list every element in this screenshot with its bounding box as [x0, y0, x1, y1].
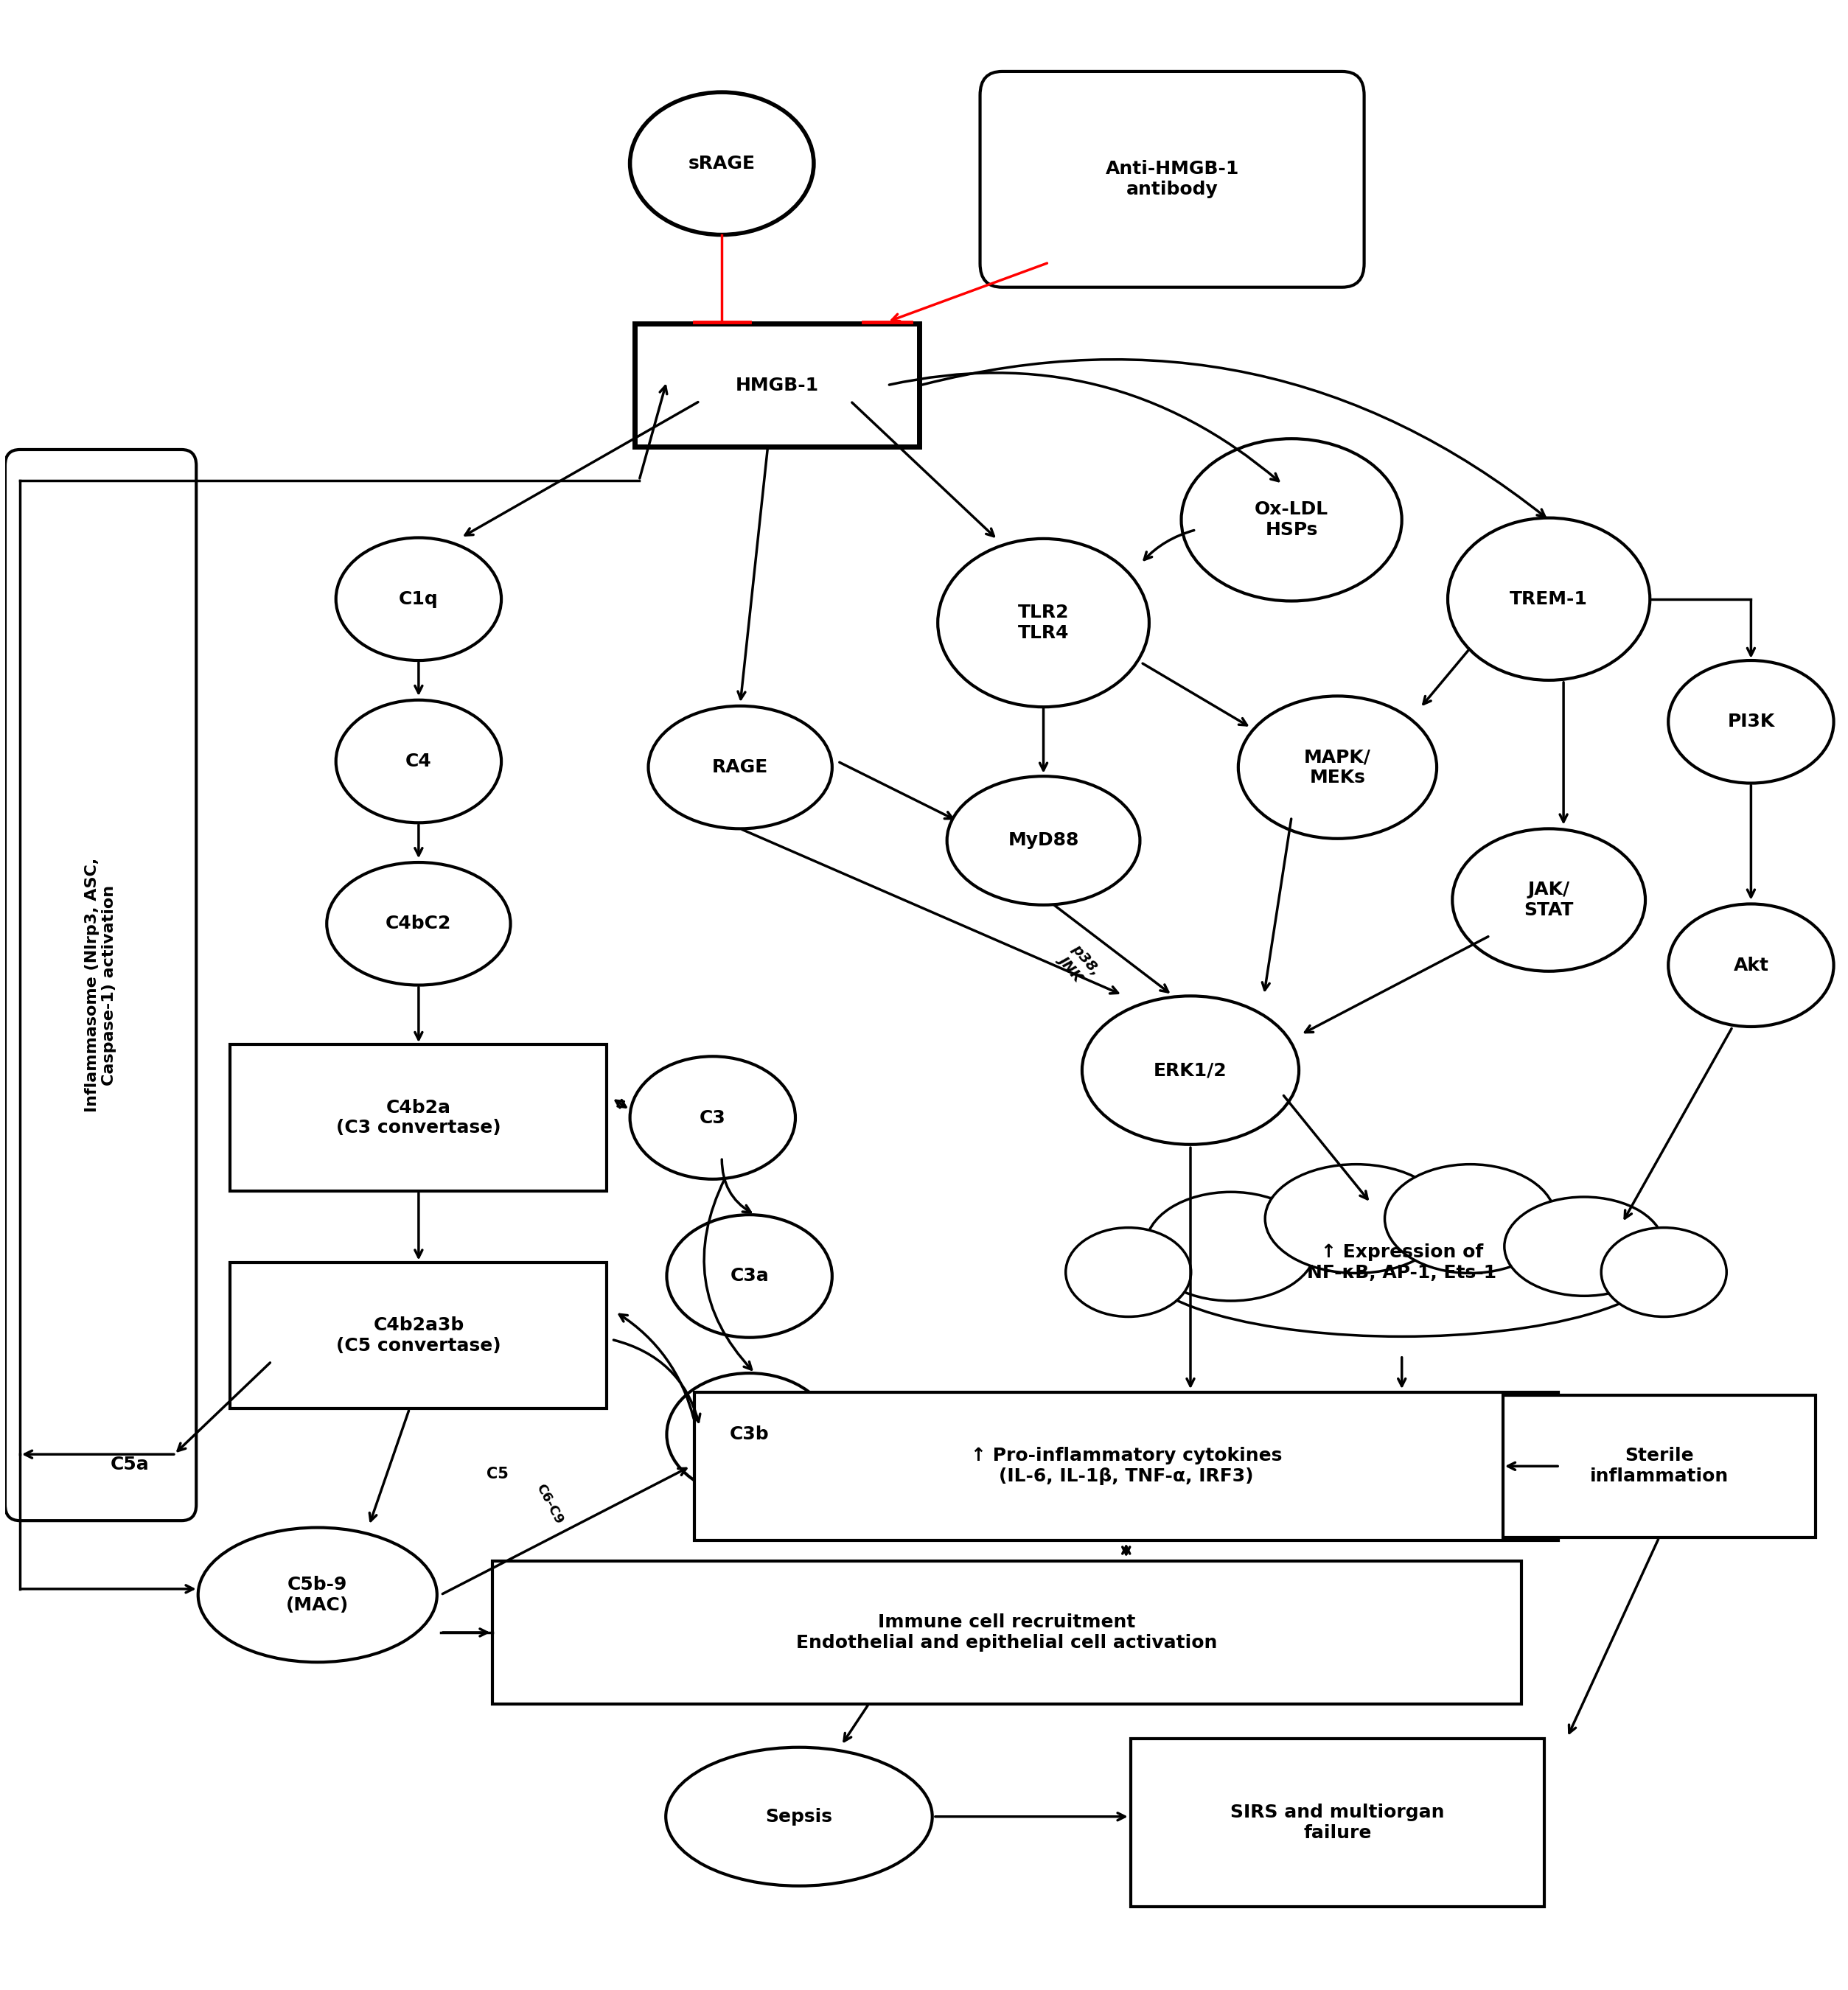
FancyBboxPatch shape: [231, 1262, 606, 1409]
Text: TLR2
TLR4: TLR2 TLR4: [1018, 603, 1070, 643]
Ellipse shape: [1140, 1188, 1663, 1337]
Text: C4b2a
(C3 convertase): C4b2a (C3 convertase): [336, 1098, 501, 1136]
Ellipse shape: [1453, 828, 1645, 971]
Text: sRAGE: sRAGE: [687, 155, 756, 173]
Ellipse shape: [336, 700, 501, 822]
Ellipse shape: [198, 1528, 436, 1662]
Text: Immune cell recruitment
Endothelial and epithelial cell activation: Immune cell recruitment Endothelial and …: [796, 1614, 1218, 1652]
Ellipse shape: [665, 1747, 931, 1887]
Text: Sepsis: Sepsis: [765, 1807, 833, 1825]
Text: C6-C9: C6-C9: [532, 1481, 565, 1526]
Ellipse shape: [667, 1214, 832, 1337]
Text: JAK/
STAT: JAK/ STAT: [1525, 882, 1574, 919]
Ellipse shape: [1238, 696, 1436, 838]
Ellipse shape: [1669, 661, 1833, 784]
Text: ↑ Pro-inflammatory cytokines
(IL-6, IL-1β, TNF-α, IRF3): ↑ Pro-inflammatory cytokines (IL-6, IL-1…: [970, 1447, 1283, 1485]
Ellipse shape: [937, 539, 1149, 706]
Text: C4: C4: [405, 752, 432, 770]
Text: C5a: C5a: [111, 1455, 150, 1473]
Ellipse shape: [667, 1373, 832, 1496]
Text: RAGE: RAGE: [711, 758, 769, 776]
Ellipse shape: [630, 1057, 795, 1180]
Text: SIRS and multiorgan
failure: SIRS and multiorgan failure: [1231, 1803, 1445, 1841]
FancyBboxPatch shape: [1131, 1739, 1545, 1906]
Text: Ox-LDL
HSPs: Ox-LDL HSPs: [1255, 501, 1329, 539]
Text: C3b: C3b: [730, 1425, 769, 1443]
Text: Anti-HMGB-1
antibody: Anti-HMGB-1 antibody: [1105, 161, 1238, 199]
Text: C5b-9
(MAC): C5b-9 (MAC): [286, 1576, 349, 1614]
Ellipse shape: [649, 706, 832, 828]
Text: C1q: C1q: [399, 591, 438, 607]
Text: MyD88: MyD88: [1007, 832, 1079, 850]
Text: C5: C5: [486, 1467, 508, 1481]
FancyBboxPatch shape: [492, 1562, 1521, 1703]
FancyBboxPatch shape: [979, 72, 1364, 287]
FancyBboxPatch shape: [1502, 1395, 1815, 1538]
Ellipse shape: [1600, 1228, 1726, 1317]
Text: TREM-1: TREM-1: [1510, 591, 1587, 607]
Ellipse shape: [1669, 903, 1833, 1027]
Text: MAPK/
MEKs: MAPK/ MEKs: [1305, 748, 1371, 786]
Ellipse shape: [1266, 1164, 1447, 1274]
Ellipse shape: [336, 537, 501, 661]
FancyBboxPatch shape: [231, 1045, 606, 1190]
Ellipse shape: [1066, 1228, 1190, 1317]
Ellipse shape: [946, 776, 1140, 905]
FancyBboxPatch shape: [634, 324, 920, 446]
Ellipse shape: [630, 92, 813, 235]
Text: PI3K: PI3K: [1728, 712, 1774, 730]
Text: Akt: Akt: [1733, 957, 1769, 975]
Text: ↑ Expression of
NF-κB, AP-1, Ets-1: ↑ Expression of NF-κB, AP-1, Ets-1: [1307, 1244, 1497, 1282]
Ellipse shape: [1504, 1196, 1663, 1295]
Text: C3a: C3a: [730, 1268, 769, 1286]
Ellipse shape: [1083, 995, 1299, 1144]
Text: Inflammasome (Nlrp3, ASC,
Caspase-1) activation: Inflammasome (Nlrp3, ASC, Caspase-1) act…: [85, 858, 116, 1112]
Text: Sterile
inflammation: Sterile inflammation: [1589, 1447, 1728, 1485]
Text: C4bC2: C4bC2: [386, 915, 451, 933]
Ellipse shape: [1146, 1192, 1316, 1301]
Ellipse shape: [1384, 1164, 1556, 1274]
FancyBboxPatch shape: [695, 1391, 1558, 1540]
Ellipse shape: [1181, 438, 1403, 601]
Text: C3: C3: [700, 1108, 726, 1126]
Text: ERK1/2: ERK1/2: [1153, 1061, 1227, 1079]
Text: p38,
JNK: p38, JNK: [1057, 941, 1103, 989]
FancyBboxPatch shape: [6, 450, 196, 1520]
Text: C4b2a3b
(C5 convertase): C4b2a3b (C5 convertase): [336, 1317, 501, 1355]
Text: HMGB-1: HMGB-1: [736, 376, 819, 394]
Ellipse shape: [1447, 517, 1650, 681]
Ellipse shape: [327, 862, 510, 985]
